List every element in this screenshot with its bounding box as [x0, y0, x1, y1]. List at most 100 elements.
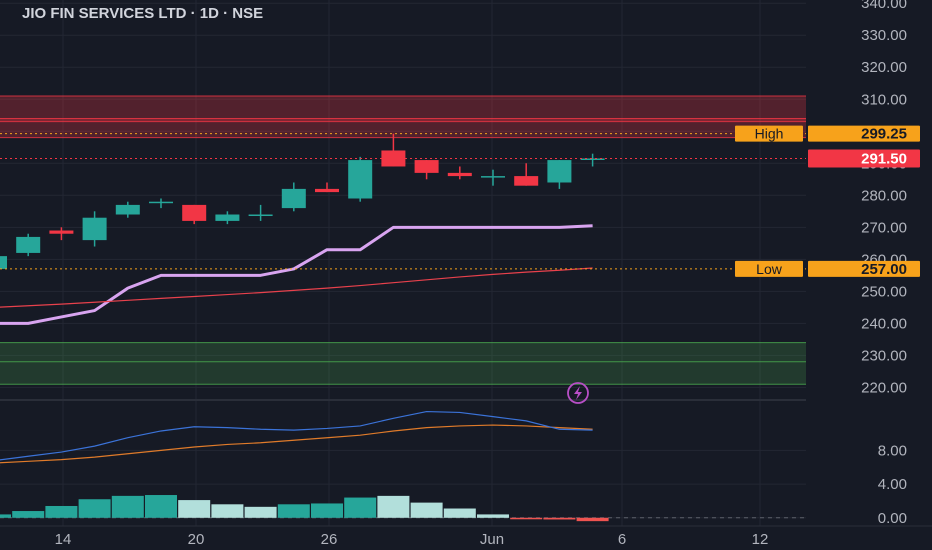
osc-histogram-bar — [45, 505, 78, 518]
candle-body — [481, 176, 505, 178]
candle-body — [381, 150, 406, 167]
osc-histogram-bar — [178, 500, 211, 518]
candle[interactable] — [381, 133, 406, 167]
marker-high: High 299.25 — [735, 125, 920, 143]
marker-value: 299.25 — [861, 126, 907, 143]
candle-body — [82, 217, 107, 241]
candle-body — [414, 160, 439, 173]
lightning-icon-ring — [567, 382, 589, 404]
price-tick-label: 240.00 — [861, 315, 907, 332]
marker-value: 257.00 — [861, 261, 907, 278]
osc-histogram-bar — [477, 514, 509, 518]
osc-histogram-bar — [311, 503, 343, 518]
candle-body — [580, 158, 605, 160]
marker-label-box — [735, 260, 803, 277]
candle[interactable] — [348, 156, 373, 202]
lightning-icon[interactable] — [567, 382, 589, 404]
osc-histogram-bar — [244, 506, 277, 518]
osc-histogram-bar — [543, 517, 576, 520]
candle[interactable] — [82, 211, 107, 247]
time-tick-label: 26 — [321, 531, 338, 548]
candle[interactable] — [248, 204, 273, 221]
candle-body — [16, 236, 41, 253]
osc-histogram-bar — [443, 508, 476, 518]
oscillator-axis[interactable]: 0.00 4.00 8.00 — [878, 442, 907, 526]
candle[interactable] — [0, 253, 7, 269]
candle[interactable] — [281, 182, 306, 212]
candles[interactable] — [0, 133, 605, 269]
marker-low: Low 257.00 — [735, 260, 920, 278]
chart-title: JIO FIN SERVICES LTD · 1D · NSE — [22, 5, 263, 22]
candle[interactable] — [16, 233, 41, 257]
marker-value-box — [808, 125, 920, 142]
kijun-line — [0, 224, 593, 325]
time-tick-label: 20 — [188, 531, 205, 548]
osc-histogram-bar — [0, 514, 11, 518]
marker-label: Low — [756, 261, 783, 277]
candle[interactable] — [215, 211, 240, 225]
candle[interactable] — [49, 227, 74, 241]
time-axis-background — [0, 526, 932, 550]
osc-signal-line — [0, 424, 593, 466]
time-tick-label: 14 — [55, 531, 72, 548]
time-tick-label: 6 — [618, 531, 626, 548]
candle[interactable] — [547, 160, 572, 189]
reference-lines — [0, 133, 806, 270]
candle-body — [281, 188, 306, 209]
last-price-tag: 291.50 — [808, 149, 920, 168]
osc-main-line — [0, 410, 593, 463]
candle[interactable] — [481, 169, 505, 186]
candle-body — [248, 214, 273, 217]
price-zones — [0, 95, 806, 385]
candle-body — [547, 160, 572, 183]
indicator-lines — [0, 224, 593, 325]
candle[interactable] — [315, 182, 339, 193]
candle[interactable] — [182, 204, 207, 225]
candle-body — [182, 204, 207, 221]
osc-histogram-bar — [576, 517, 609, 522]
zone-resistance — [0, 96, 806, 122]
candle-body — [514, 176, 539, 186]
candle[interactable] — [414, 160, 439, 180]
osc-histogram-bar — [211, 504, 244, 518]
zone-support — [0, 342, 806, 385]
candle-body — [348, 160, 373, 199]
marker-value-box — [808, 260, 920, 277]
candle-body — [115, 204, 140, 215]
osc-histogram-bar — [111, 495, 144, 518]
candle-body — [149, 201, 173, 204]
osc-tick-label: 4.00 — [878, 476, 907, 493]
osc-tick-label: 0.00 — [878, 510, 907, 527]
price-tick-label: 250.00 — [861, 283, 907, 300]
osc-histogram-bar — [410, 502, 443, 518]
candle-body — [447, 172, 472, 177]
candle[interactable] — [580, 153, 605, 167]
price-markers: High 299.25 Low 257.00 291.50 — [735, 125, 920, 278]
time-axis[interactable]: 14 20 26 Jun 6 12 — [55, 531, 769, 548]
candle[interactable] — [447, 166, 472, 180]
osc-tick-label: 8.00 — [878, 442, 907, 459]
candle[interactable] — [514, 163, 539, 186]
osc-histogram-bar — [145, 495, 177, 518]
marker-label-box — [735, 125, 803, 142]
lightning-icon-bolt — [574, 386, 582, 400]
osc-histogram-bar — [510, 517, 543, 520]
price-tick-label: 310.00 — [861, 91, 907, 108]
candle[interactable] — [149, 198, 173, 209]
price-tick-label: 320.00 — [861, 59, 907, 76]
candle-body — [49, 230, 74, 234]
oscillator-pane[interactable] — [0, 410, 806, 522]
ema-line — [0, 267, 593, 308]
candle[interactable] — [115, 201, 140, 218]
candle-body — [215, 214, 240, 221]
price-tick-label: 330.00 — [861, 27, 907, 44]
last-price-box — [808, 149, 920, 168]
last-price-value: 291.50 — [861, 150, 907, 167]
time-tick-label: Jun — [480, 531, 504, 548]
zone-resistance-lower — [0, 118, 806, 138]
price-tick-label: 220.00 — [861, 379, 907, 396]
price-tick-label: 340.00 — [861, 0, 907, 12]
osc-histogram-bar — [12, 511, 45, 518]
osc-histogram-bar — [277, 504, 310, 518]
